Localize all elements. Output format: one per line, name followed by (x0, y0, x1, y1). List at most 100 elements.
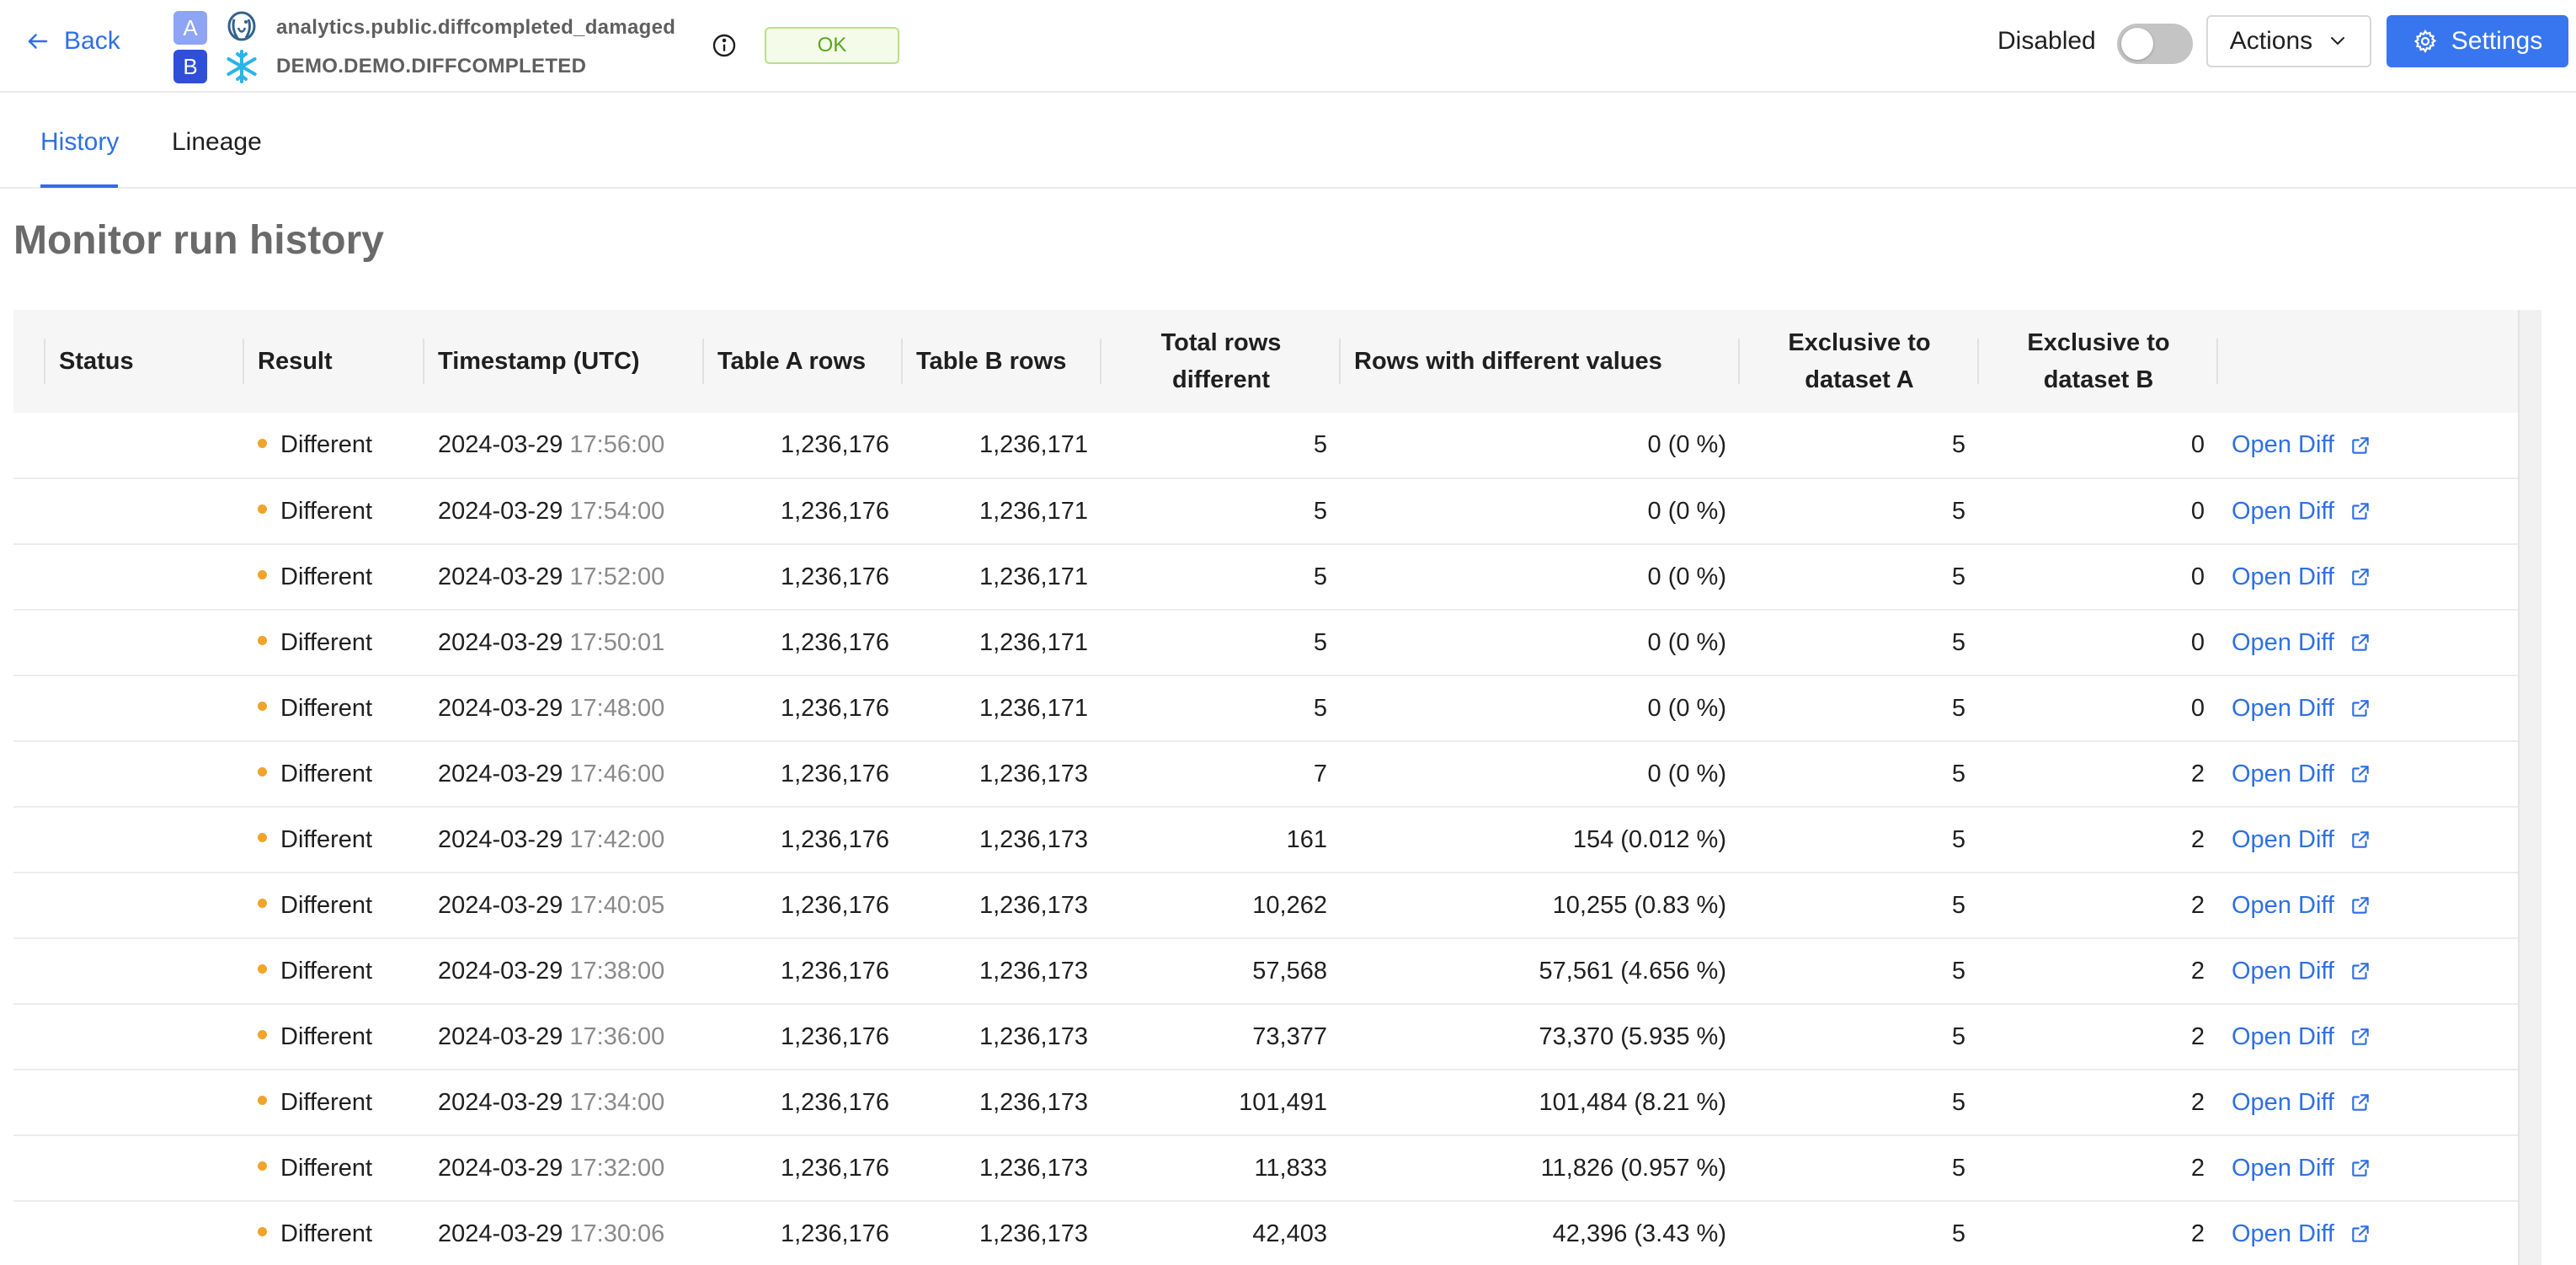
timestamp-time: 17:50:01 (569, 628, 665, 656)
actions-label: Actions (2229, 27, 2313, 55)
exclusive-to-a-cell: 5 (1951, 431, 1965, 458)
open-diff-link[interactable]: Open Diff (2232, 1155, 2371, 1182)
result-cell: Different (244, 675, 424, 741)
table-a-rows-cell: 1,236,176 (780, 1220, 889, 1247)
exclusive-to-b-cell: 2 (2190, 957, 2205, 985)
header-exclusive-to-dataset-a[interactable]: Exclusive to dataset A (1740, 310, 1979, 413)
open-diff-link[interactable]: Open Diff (2232, 892, 2371, 920)
header-table-a-rows[interactable]: Table A rows (704, 310, 903, 413)
open-diff-cell: Open Diff (2218, 938, 2518, 1004)
header-table-b-rows[interactable]: Table B rows (903, 310, 1101, 413)
header-timestamp[interactable]: Timestamp (UTC) (424, 310, 704, 413)
rows-with-different-values-cell: 0 (0 %) (1647, 694, 1726, 722)
open-diff-label: Open Diff (2232, 694, 2334, 722)
header-total-rows-different[interactable]: Total rows different (1101, 310, 1341, 413)
result-cell: Different (244, 544, 424, 610)
result-text: Different (280, 1088, 373, 1116)
open-diff-cell: Open Diff (2218, 544, 2518, 610)
open-diff-cell: Open Diff (2218, 1135, 2518, 1201)
external-link-icon (2352, 897, 2369, 914)
table-a-rows-cell: 1,236,176 (780, 760, 889, 787)
status-cell (45, 413, 244, 478)
rows-with-different-values-cell: 0 (0 %) (1647, 628, 1726, 656)
open-diff-link[interactable]: Open Diff (2232, 431, 2371, 459)
result-text: Different (280, 1154, 373, 1182)
open-diff-link[interactable]: Open Diff (2232, 958, 2371, 985)
open-diff-label: Open Diff (2232, 1088, 2334, 1116)
settings-button[interactable]: Settings (2387, 15, 2568, 67)
tab-lineage[interactable]: Lineage (172, 128, 262, 156)
status-cell (45, 1070, 244, 1135)
chevron-down-icon (2331, 37, 2345, 45)
timestamp-cell: 2024-03-29 17:46:00 (424, 741, 704, 807)
info-icon[interactable] (711, 32, 738, 59)
header-result[interactable]: Result (244, 310, 424, 413)
timestamp-date: 2024-03-29 (438, 1220, 563, 1247)
back-button[interactable]: Back (25, 27, 120, 56)
result-dot-icon (258, 1096, 267, 1106)
row-spacer (13, 741, 45, 807)
open-diff-link[interactable]: Open Diff (2232, 826, 2371, 854)
monitor-enabled-toggle[interactable] (2117, 24, 2193, 64)
dataset-a-row: A analytics.public.diffcompleted_damaged (173, 8, 675, 47)
table-a-rows-cell: 1,236,176 (780, 563, 889, 590)
timestamp-date: 2024-03-29 (438, 431, 563, 458)
row-spacer (13, 807, 45, 873)
open-diff-label: Open Diff (2232, 431, 2334, 458)
timestamp-time: 17:30:06 (569, 1220, 665, 1247)
rows-with-different-values-cell: 11,826 (0.957 %) (1540, 1154, 1726, 1182)
total-rows-different-cell: 73,377 (1252, 1022, 1327, 1050)
open-diff-link[interactable]: Open Diff (2232, 761, 2371, 788)
status-cell (45, 938, 244, 1004)
header-exclusive-to-dataset-b[interactable]: Exclusive to dataset B (1979, 310, 2218, 413)
row-spacer (13, 610, 45, 675)
snowflake-icon (222, 47, 261, 86)
rows-with-different-values-cell: 0 (0 %) (1647, 563, 1726, 590)
rows-with-different-values-cell: 0 (0 %) (1647, 497, 1726, 525)
timestamp-time: 17:36:00 (569, 1022, 665, 1050)
open-diff-link[interactable]: Open Diff (2232, 1220, 2371, 1248)
open-diff-link[interactable]: Open Diff (2232, 629, 2371, 657)
result-text: Different (280, 694, 373, 722)
open-diff-link[interactable]: Open Diff (2232, 1089, 2371, 1117)
result-text: Different (280, 1022, 373, 1050)
exclusive-to-a-cell: 5 (1951, 694, 1965, 722)
result-text: Different (280, 957, 373, 985)
timestamp-cell: 2024-03-29 17:34:00 (424, 1070, 704, 1135)
result-cell: Different (244, 873, 424, 938)
timestamp-time: 17:42:00 (569, 825, 665, 853)
row-spacer (13, 675, 45, 741)
external-link-icon (2352, 503, 2369, 520)
actions-dropdown-button[interactable]: Actions (2206, 15, 2371, 67)
result-dot-icon (258, 570, 267, 580)
result-text: Different (280, 825, 373, 853)
open-diff-cell: Open Diff (2218, 675, 2518, 741)
table-row: Different 2024-03-29 17:46:00 1,236,176 … (13, 741, 2518, 807)
open-diff-link[interactable]: Open Diff (2232, 1023, 2371, 1051)
open-diff-cell: Open Diff (2218, 873, 2518, 938)
status-cell (45, 873, 244, 938)
exclusive-to-b-cell: 2 (2190, 1088, 2205, 1116)
timestamp-cell: 2024-03-29 17:48:00 (424, 675, 704, 741)
total-rows-different-cell: 101,491 (1239, 1088, 1327, 1116)
status-cell (45, 1135, 244, 1201)
exclusive-to-b-cell: 0 (2190, 497, 2205, 525)
tab-history[interactable]: History (40, 128, 120, 156)
header-rows-with-different-values[interactable]: Rows with different values (1341, 310, 1740, 413)
total-rows-different-cell: 5 (1313, 497, 1327, 525)
open-diff-link[interactable]: Open Diff (2232, 563, 2371, 591)
open-diff-link[interactable]: Open Diff (2232, 498, 2371, 526)
table-b-rows-cell: 1,236,173 (979, 1220, 1088, 1247)
table-scrollbar[interactable] (2518, 310, 2541, 1265)
open-diff-link[interactable]: Open Diff (2232, 695, 2371, 723)
exclusive-to-a-cell: 5 (1951, 628, 1965, 656)
table-a-rows-cell: 1,236,176 (780, 497, 889, 525)
result-text: Different (280, 431, 373, 458)
header-status[interactable]: Status (45, 310, 244, 413)
rows-with-different-values-cell: 10,255 (0.83 %) (1552, 891, 1726, 919)
rows-with-different-values-cell: 73,370 (5.935 %) (1539, 1022, 1726, 1050)
table-a-rows-cell: 1,236,176 (780, 1154, 889, 1182)
result-cell: Different (244, 807, 424, 873)
timestamp-date: 2024-03-29 (438, 760, 563, 787)
total-rows-different-cell: 57,568 (1252, 957, 1327, 985)
